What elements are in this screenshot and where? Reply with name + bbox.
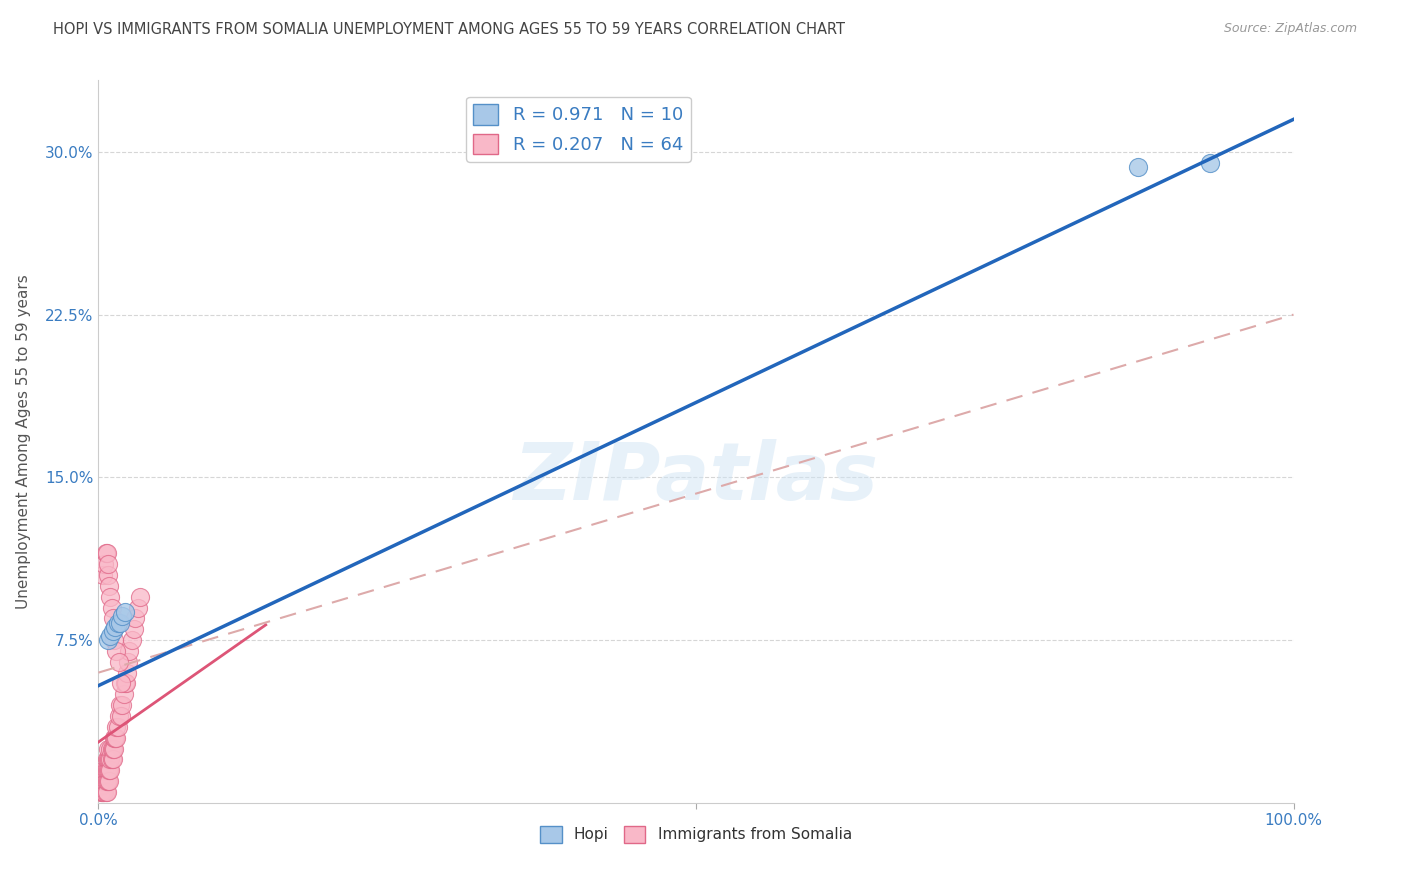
Point [93,785,115,799]
Point [93,774,115,789]
Point [105,720,128,734]
Point [96,785,118,799]
Point [91,779,114,793]
Point [121,633,143,648]
Point [107,655,129,669]
Point [97,741,120,756]
Point [94,785,117,799]
Point [108,615,131,630]
Point [1128,160,1150,174]
Legend: Hopi, Immigrants from Somalia: Hopi, Immigrants from Somalia [534,820,858,849]
Point [110,709,132,723]
Text: ZIPatlas: ZIPatlas [513,439,879,516]
Point [94,546,117,560]
Point [90,785,112,799]
Point [105,731,128,745]
Point [98,590,122,604]
Point [101,624,124,639]
Y-axis label: Unemployment Among Ages 55 to 59 years: Unemployment Among Ages 55 to 59 years [17,274,31,609]
Point [97,568,120,582]
Point [101,741,124,756]
Point [117,655,139,669]
Point [97,752,120,766]
Point [114,676,136,690]
Point [124,611,146,625]
Point [96,764,118,778]
Point [96,546,118,560]
Point [93,557,115,571]
Point [111,609,134,624]
Point [107,615,129,630]
Point [97,774,120,789]
Text: Source: ZipAtlas.com: Source: ZipAtlas.com [1223,22,1357,36]
Point [114,605,136,619]
Point [91,774,114,789]
Point [98,741,122,756]
Point [97,764,120,778]
Point [98,579,121,593]
Point [101,611,124,625]
Point [101,752,124,766]
Point [98,774,121,789]
Point [112,687,135,701]
Point [107,720,129,734]
Point [91,568,114,582]
Point [111,698,134,713]
Point [98,764,122,778]
Point [108,698,131,713]
Point [91,785,114,799]
Point [118,644,141,658]
Point [96,774,118,789]
Point [129,590,152,604]
Point [107,709,129,723]
Point [103,633,125,648]
Text: HOPI VS IMMIGRANTS FROM SOMALIA UNEMPLOYMENT AMONG AGES 55 TO 59 YEARS CORRELATI: HOPI VS IMMIGRANTS FROM SOMALIA UNEMPLOY… [53,22,845,37]
Point [110,676,132,690]
Point [105,644,128,658]
Point [97,633,120,648]
Point [98,629,122,643]
Point [94,764,117,778]
Point [96,752,118,766]
Point [100,600,122,615]
Point [104,620,127,634]
Point [115,676,138,690]
Point [103,731,125,745]
Point [127,600,149,615]
Point [98,764,121,778]
Point [100,741,122,756]
Point [1199,155,1222,169]
Point [124,622,146,636]
Point [97,557,120,571]
Point [103,741,125,756]
Point [98,752,122,766]
Point [98,752,121,766]
Point [115,665,138,680]
Point [94,774,117,789]
Point [91,785,114,799]
Point [100,752,122,766]
Point [104,731,127,745]
Point [93,764,115,778]
